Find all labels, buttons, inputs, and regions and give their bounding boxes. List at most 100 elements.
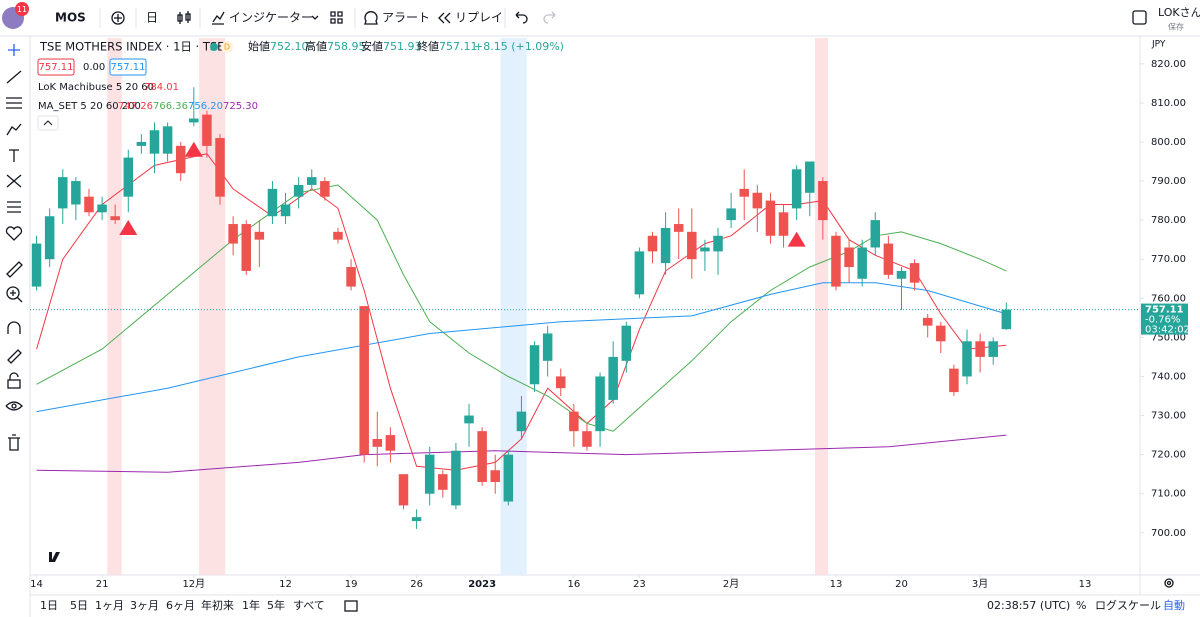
candle-body xyxy=(569,411,579,432)
y-tick-label: 760.00 xyxy=(1151,293,1186,304)
axis-controls[interactable] xyxy=(344,578,1174,612)
auto-toggle[interactable]: 自動 xyxy=(1163,598,1185,612)
candle-body xyxy=(883,243,894,275)
price-box-text: 0.00 xyxy=(83,62,105,73)
candle-body xyxy=(162,126,173,154)
candle-body xyxy=(988,341,998,357)
candle-body xyxy=(202,114,212,146)
candle-body xyxy=(870,220,881,248)
signal-marker xyxy=(787,231,806,247)
candle-body xyxy=(228,224,238,244)
range-button[interactable]: すべて xyxy=(293,599,325,612)
candle-body xyxy=(608,356,618,400)
candle-body xyxy=(726,208,736,221)
indicator-value: 756.20 xyxy=(188,101,223,112)
indicator-value: 784.01 xyxy=(144,82,179,93)
y-tick-label: 780.00 xyxy=(1151,215,1186,226)
range-button[interactable]: 1ヶ月 xyxy=(95,599,124,612)
replay-icon[interactable] xyxy=(438,12,451,24)
countdown: 03:42:02 xyxy=(1145,325,1190,336)
layout[interactable] xyxy=(330,11,343,24)
dropdown[interactable] xyxy=(311,15,319,20)
range-button[interactable]: 5日 xyxy=(70,599,88,612)
alert-icon[interactable] xyxy=(364,11,378,25)
candle-body xyxy=(411,517,422,522)
left-toolbar[interactable] xyxy=(5,44,23,451)
candle-body xyxy=(136,141,147,146)
indicator-value: 725.30 xyxy=(223,101,258,112)
save: 保存 xyxy=(1168,22,1184,32)
range-button[interactable]: 3ヶ月 xyxy=(130,599,159,612)
candle-body xyxy=(765,200,776,236)
range-button[interactable]: 年初来 xyxy=(201,598,234,612)
x-tick-label: 13 xyxy=(1079,579,1092,590)
y-tick-label: 790.00 xyxy=(1151,176,1186,187)
range-button[interactable]: 1日 xyxy=(40,599,58,612)
candle-body xyxy=(149,130,160,154)
candle-body xyxy=(372,438,383,447)
range-button[interactable]: 5年 xyxy=(267,598,285,612)
candle-body xyxy=(582,431,592,447)
candle-body xyxy=(44,216,55,260)
candle-body xyxy=(97,204,107,213)
candle-body xyxy=(739,188,749,197)
x-tick-label: 14 xyxy=(30,579,43,590)
add-symbol[interactable] xyxy=(111,11,125,25)
y-tick-label: 730.00 xyxy=(1151,411,1186,422)
change: +8.15 (+1.09%) xyxy=(474,40,564,53)
price-box-text: 757.11 xyxy=(111,62,146,73)
candle-body xyxy=(936,325,946,342)
indicator-value: 747.26 xyxy=(118,101,153,112)
redo[interactable] xyxy=(543,11,556,24)
indicator-name: LoK Machibuse 5 20 60 xyxy=(38,82,154,93)
toolbar-icons[interactable] xyxy=(2,2,1147,29)
candle-body xyxy=(621,325,632,361)
range-button[interactable]: 6ヶ月 xyxy=(166,599,195,612)
candle-body xyxy=(490,470,500,482)
range-button[interactable]: 1年 xyxy=(242,598,260,612)
y-tick-label: 740.00 xyxy=(1151,371,1186,382)
candle-body xyxy=(123,157,134,197)
y-tick-label: 820.00 xyxy=(1151,59,1186,70)
candle-body xyxy=(333,231,343,240)
ohlc-value: 751.93 xyxy=(383,40,422,53)
candle-body xyxy=(844,247,854,268)
user-name: LOKさん xyxy=(1158,6,1200,19)
candle-body xyxy=(58,177,68,209)
y-tick-label: 710.00 xyxy=(1151,489,1186,500)
alert-button: アラート xyxy=(382,11,430,25)
currency: JPY xyxy=(1151,40,1166,50)
indicator-value: 766.36 xyxy=(153,101,188,112)
highlight xyxy=(107,38,122,575)
undo[interactable] xyxy=(515,11,528,24)
candle-body xyxy=(647,235,658,252)
checkbox[interactable] xyxy=(1132,10,1147,25)
session: D xyxy=(224,43,230,52)
legend-title: TSE MOTHERS INDEX · 1日 · TSE xyxy=(39,40,224,54)
clock: 02:38:57 (UTC) xyxy=(987,599,1070,612)
y-tick-label: 720.00 xyxy=(1151,450,1186,461)
percent-toggle[interactable]: % xyxy=(1076,599,1086,612)
symbol: MOS xyxy=(55,11,86,25)
log-toggle[interactable]: ログスケール xyxy=(1095,598,1161,612)
y-tick-label: 700.00 xyxy=(1151,528,1186,539)
chart-type[interactable] xyxy=(177,11,191,24)
session-dot xyxy=(210,43,218,51)
candle-body xyxy=(857,247,867,279)
candle-body xyxy=(71,181,81,205)
price-box-text: 757.11 xyxy=(39,62,74,73)
candle-body xyxy=(949,368,959,393)
price-label: 757.11 xyxy=(1145,305,1184,316)
candle-body xyxy=(595,376,605,432)
candle-body xyxy=(1001,309,1012,330)
candle-body xyxy=(660,227,671,264)
y-tick-label: 770.00 xyxy=(1151,254,1186,265)
candle-body xyxy=(542,333,553,361)
indicator-name: MA_SET 5 20 60 200 xyxy=(38,101,141,112)
y-tick-label: 750.00 xyxy=(1151,332,1186,343)
indicator-icon[interactable] xyxy=(212,11,225,25)
candle-body xyxy=(516,411,527,432)
candle-body xyxy=(189,118,199,123)
plot-area[interactable] xyxy=(30,38,1140,575)
